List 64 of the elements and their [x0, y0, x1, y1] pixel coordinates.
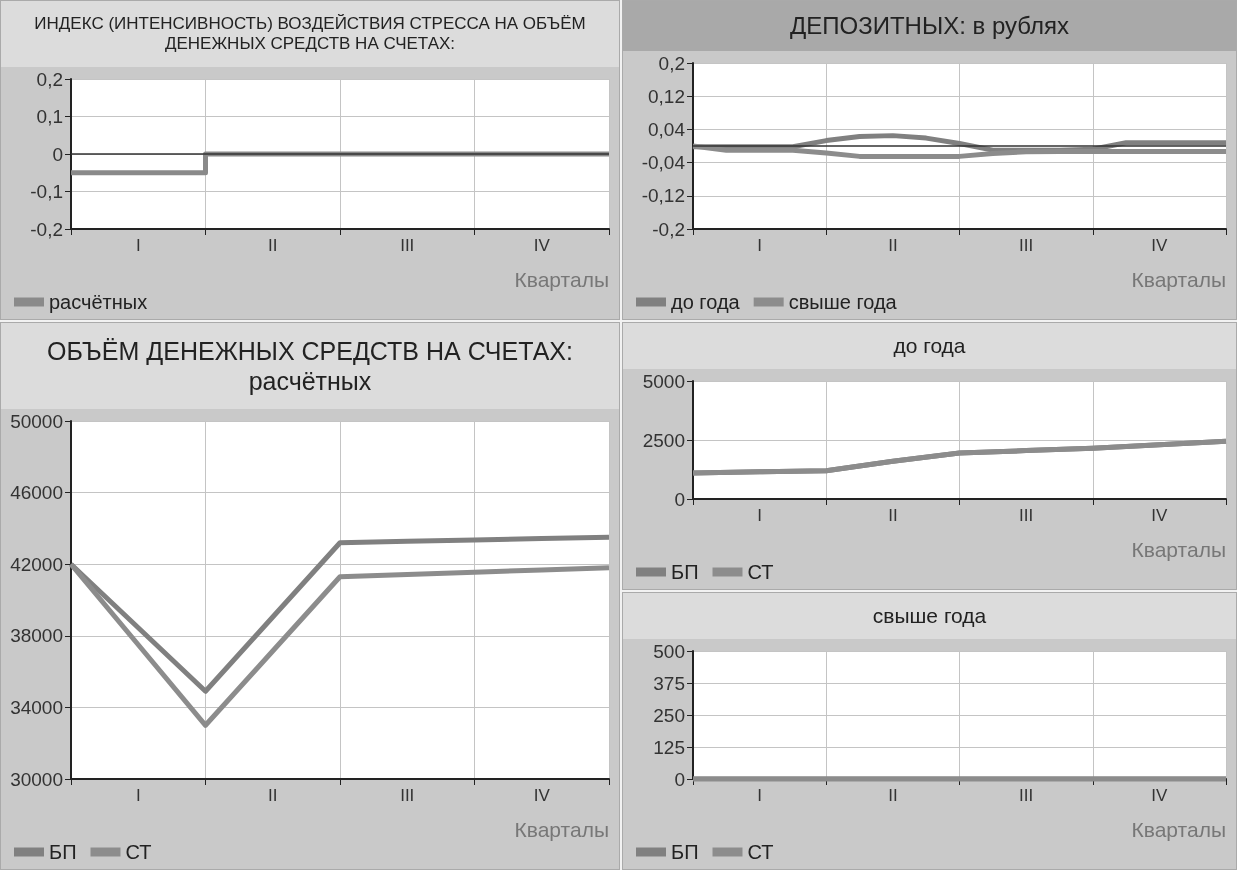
- y-tick-label: 38000: [10, 625, 63, 647]
- x-tick-label: IV: [1151, 786, 1169, 805]
- x-tick-label: II: [888, 506, 898, 525]
- x-tick-label: I: [757, 236, 762, 255]
- x-tick-label: IV: [533, 786, 551, 805]
- x-tick-label: II: [888, 236, 898, 255]
- y-tick-label: 0,2: [658, 52, 685, 74]
- x-axis-title: Кварталы: [1131, 268, 1226, 291]
- y-tick-label: 250: [653, 704, 685, 726]
- y-tick-label: 0: [52, 143, 63, 165]
- legend-label: БП: [671, 561, 699, 583]
- x-tick-label: I: [757, 786, 762, 805]
- y-tick-label: 500: [653, 640, 685, 662]
- y-tick-label: 30000: [10, 768, 63, 790]
- chart-title: ДЕПОЗИТНЫХ: в рублях: [623, 1, 1236, 51]
- legend-label: СТ: [125, 841, 152, 863]
- y-tick-label: 0: [674, 768, 685, 790]
- x-axis-title: Кварталы: [1131, 538, 1226, 561]
- y-tick-label: 50000: [10, 410, 63, 432]
- x-axis-title: Кварталы: [514, 268, 609, 291]
- y-tick-label: 0: [674, 488, 685, 510]
- x-tick-label: I: [757, 506, 762, 525]
- y-tick-label: 375: [653, 672, 685, 694]
- legend-label: СТ: [747, 841, 774, 863]
- y-tick-label: -0,2: [30, 218, 63, 240]
- x-tick-label: III: [400, 236, 415, 255]
- x-tick-label: III: [1019, 236, 1034, 255]
- y-tick-label: -0,12: [641, 185, 685, 207]
- x-tick-label: I: [135, 236, 141, 255]
- x-tick-label: II: [268, 236, 278, 255]
- y-tick-label: 42000: [10, 553, 63, 575]
- x-tick-label: IV: [1151, 506, 1169, 525]
- legend-label: СТ: [747, 561, 774, 583]
- y-tick-label: 5000: [642, 370, 685, 392]
- y-tick-label: -0,2: [652, 218, 685, 240]
- x-tick-label: IV: [533, 236, 551, 255]
- chart-title: ИНДЕКС (ИНТЕНСИВНОСТЬ) ВОЗДЕЙСТВИЯ СТРЕССА НА ОБЪЁМ ДЕНЕЖНЫХ СРЕДСТВ НА СЧЕТАХ:: [1, 1, 619, 67]
- x-tick-label: III: [1019, 506, 1034, 525]
- y-tick-label: 0,12: [648, 85, 685, 107]
- legend-label: БП: [49, 841, 77, 863]
- legend-label: свыше года: [788, 291, 898, 313]
- x-tick-label: III: [1019, 786, 1034, 805]
- y-tick-label: -0,04: [641, 152, 686, 174]
- y-tick-label: 46000: [10, 482, 63, 504]
- x-tick-label: II: [268, 786, 278, 805]
- legend-label: БП: [671, 841, 699, 863]
- x-axis-title: Кварталы: [514, 818, 609, 841]
- x-tick-label: III: [400, 786, 415, 805]
- y-tick-label: 0,2: [36, 68, 63, 90]
- chart-title: ОБЪЁМ ДЕНЕЖНЫХ СРЕДСТВ НА СЧЕТАХ: расчётных: [1, 323, 619, 409]
- legend-label: до года: [671, 291, 741, 313]
- y-tick-label: 125: [653, 736, 685, 758]
- chart-title: свыше года: [623, 593, 1236, 639]
- x-tick-label: II: [888, 786, 898, 805]
- y-tick-label: 2500: [642, 429, 685, 451]
- legend-label: расчётных: [49, 291, 148, 313]
- x-tick-label: IV: [1151, 236, 1169, 255]
- x-tick-label: I: [135, 786, 141, 805]
- y-tick-label: 0,04: [648, 118, 686, 140]
- x-axis-title: Кварталы: [1131, 818, 1226, 841]
- y-tick-label: -0,1: [30, 181, 63, 202]
- chart-title: до года: [623, 323, 1236, 369]
- y-tick-label: 34000: [10, 696, 63, 718]
- y-tick-label: 0,1: [36, 106, 63, 127]
